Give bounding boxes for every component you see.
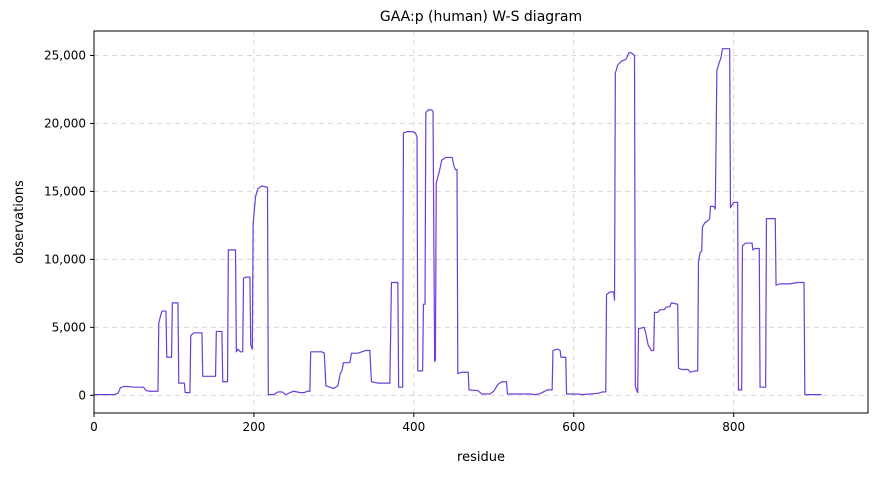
y-tick-label: 25,000	[44, 48, 86, 62]
tick-layer: 0 200 400 600 800 0 5,000 10,000 15,000 20,000 25,…	[44, 48, 745, 434]
x-tick-label: 800	[722, 420, 745, 434]
y-tick-label: 15,000	[44, 184, 86, 198]
y-tick-label: 20,000	[44, 116, 86, 130]
y-tick-label: 10,000	[44, 252, 86, 266]
x-tick-label: 600	[562, 420, 585, 434]
x-axis-label: residue	[457, 450, 505, 465]
grid-layer	[93, 31, 868, 413]
y-tick-label: 0	[78, 388, 86, 402]
plot-layer	[94, 48, 822, 396]
x-tick-label: 0	[90, 420, 98, 434]
y-tick-label: 5,000	[52, 320, 86, 334]
x-tick-label: 200	[242, 420, 265, 434]
plot-frame	[93, 30, 869, 414]
series-line	[94, 48, 822, 396]
x-tick-label: 400	[402, 420, 425, 434]
chart-title: GAA:p (human) W-S diagram	[380, 9, 582, 25]
y-axis-label: observations	[12, 180, 27, 264]
